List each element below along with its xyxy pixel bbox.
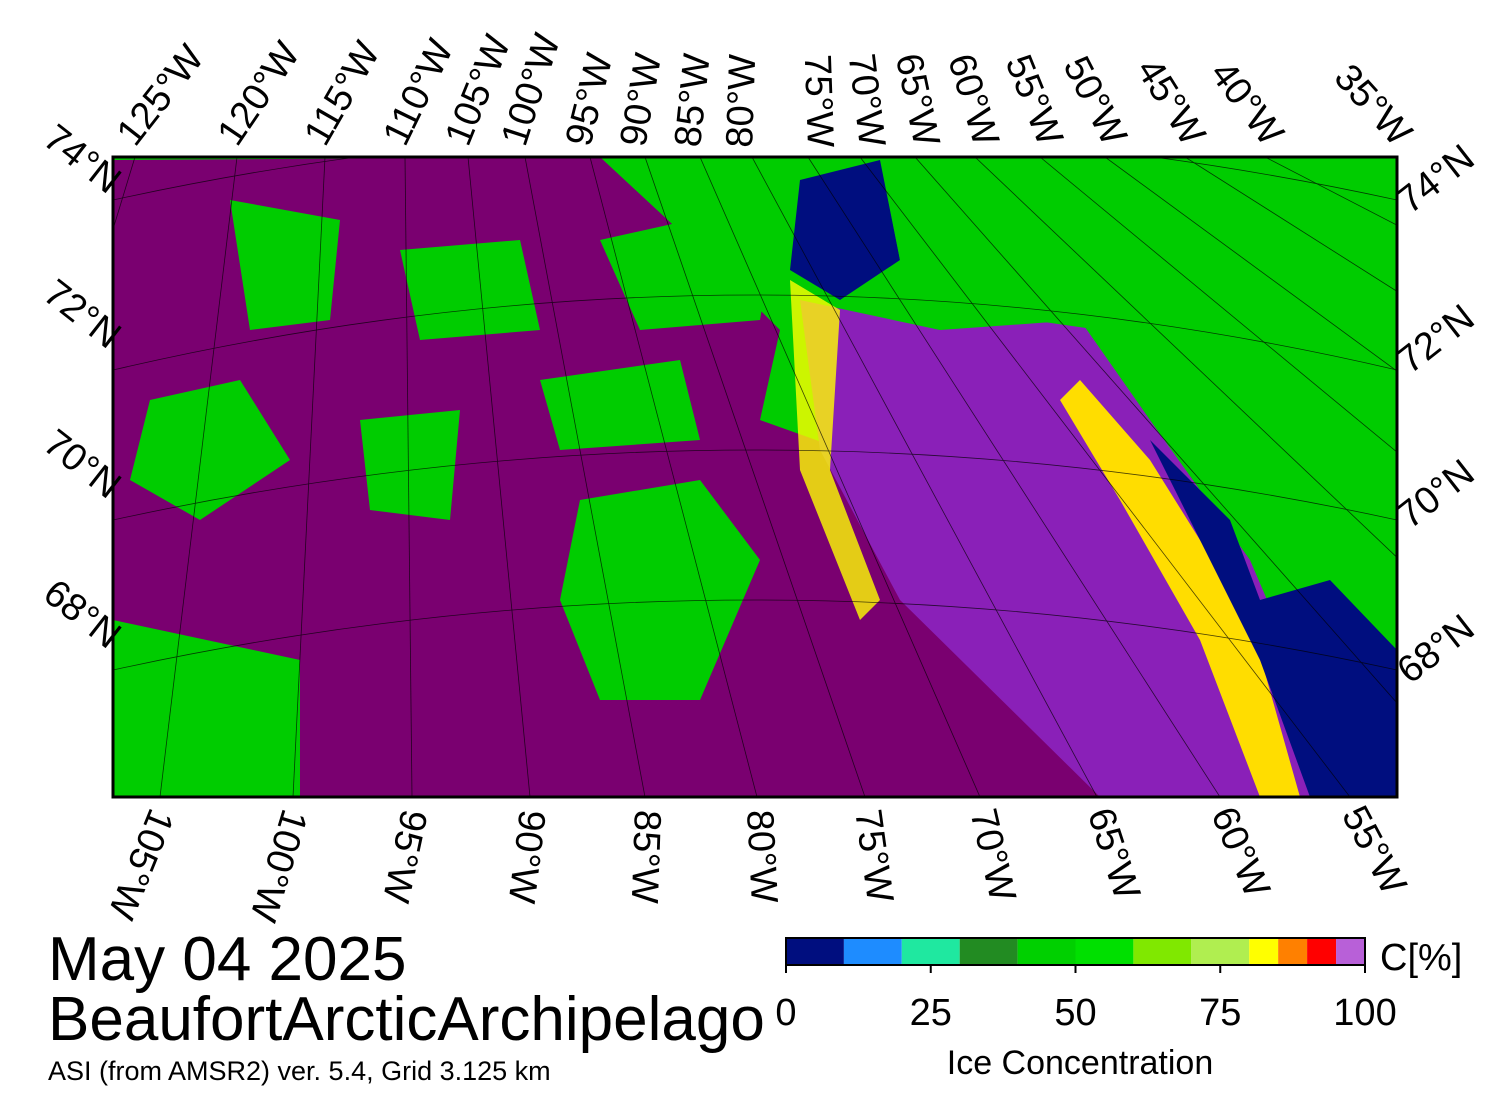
colorbar-tick-label: 50 [1054,992,1096,1034]
map-area [113,157,1397,797]
bottom-longitude-label: 95°W [374,806,435,906]
bottom-longitude-label: 105°W [99,803,181,925]
date: May 04 2025 [48,925,406,994]
top-longitude-label: 40°W [1202,54,1292,154]
colorbar-tick-label: 100 [1333,992,1396,1034]
colorbar-label: Ice Concentration [947,1044,1214,1082]
colorbar-segment [1249,938,1279,965]
bottom-longitude-label: 75°W [846,807,901,905]
top-longitude-label: 65°W [887,50,948,150]
colorbar-segment [1336,938,1365,965]
top-longitude-label: 60°W [939,49,1006,151]
right-latitude-label: 74°N [1390,137,1483,222]
top-longitude-label: 95°W [558,49,621,150]
right-latitude-label: 72°N [1390,297,1483,382]
bottom-longitude-label: 90°W [500,808,553,906]
top-longitude-label: 125°W [109,37,213,153]
colorbar-segment [786,938,844,965]
bottom-longitude-label: 80°W [738,809,785,905]
top-longitude-label: 75°W [796,54,841,149]
bottom-longitude-label: 70°W [961,805,1023,906]
colorbar-segment [1133,938,1192,965]
bottom-longitude-label: 55°W [1333,799,1414,901]
top-longitude-label: 80°W [719,53,764,148]
colorbar-segment [843,938,902,965]
top-longitude-label: 45°W [1128,51,1213,153]
top-longitude-label: 35°W [1326,57,1420,155]
colorbar-tick-label: 25 [910,992,952,1034]
colorbar-segment [1278,938,1308,965]
colorbar-tick-label: 0 [775,992,796,1034]
colorbar-unit: C[%] [1380,937,1462,979]
bottom-longitude-label: 60°W [1202,801,1277,903]
colorbar-segment [901,938,960,965]
colorbar-tick-label: 75 [1199,992,1241,1034]
region: BeaufortArcticArchipelago [48,985,765,1054]
top-longitude-label: 85°W [667,52,719,149]
top-longitude-label: 120°W [210,35,309,153]
colorbar-segment [1017,938,1076,965]
bottom-longitude-label: 65°W [1079,803,1148,905]
map-frame [111,155,1399,799]
top-longitude-label: 115°W [296,35,388,153]
right-latitude-label: 70°N [1390,452,1483,537]
colorbar-segment [1075,938,1134,965]
bottom-longitude-label: 100°W [241,804,315,926]
top-longitude-label: 90°W [613,50,671,149]
top-longitude-label: 70°W [840,51,893,149]
top-longitude-label: 55°W [997,49,1071,151]
colorbar-segment [959,938,1018,965]
colorbar-segment [1191,938,1250,965]
colorbar-segment [1307,938,1337,965]
source: ASI (from AMSR2) ver. 5.4, Grid 3.125 km [48,1056,551,1086]
bottom-longitude-label: 85°W [623,809,668,904]
right-latitude-label: 68°N [1390,607,1483,692]
